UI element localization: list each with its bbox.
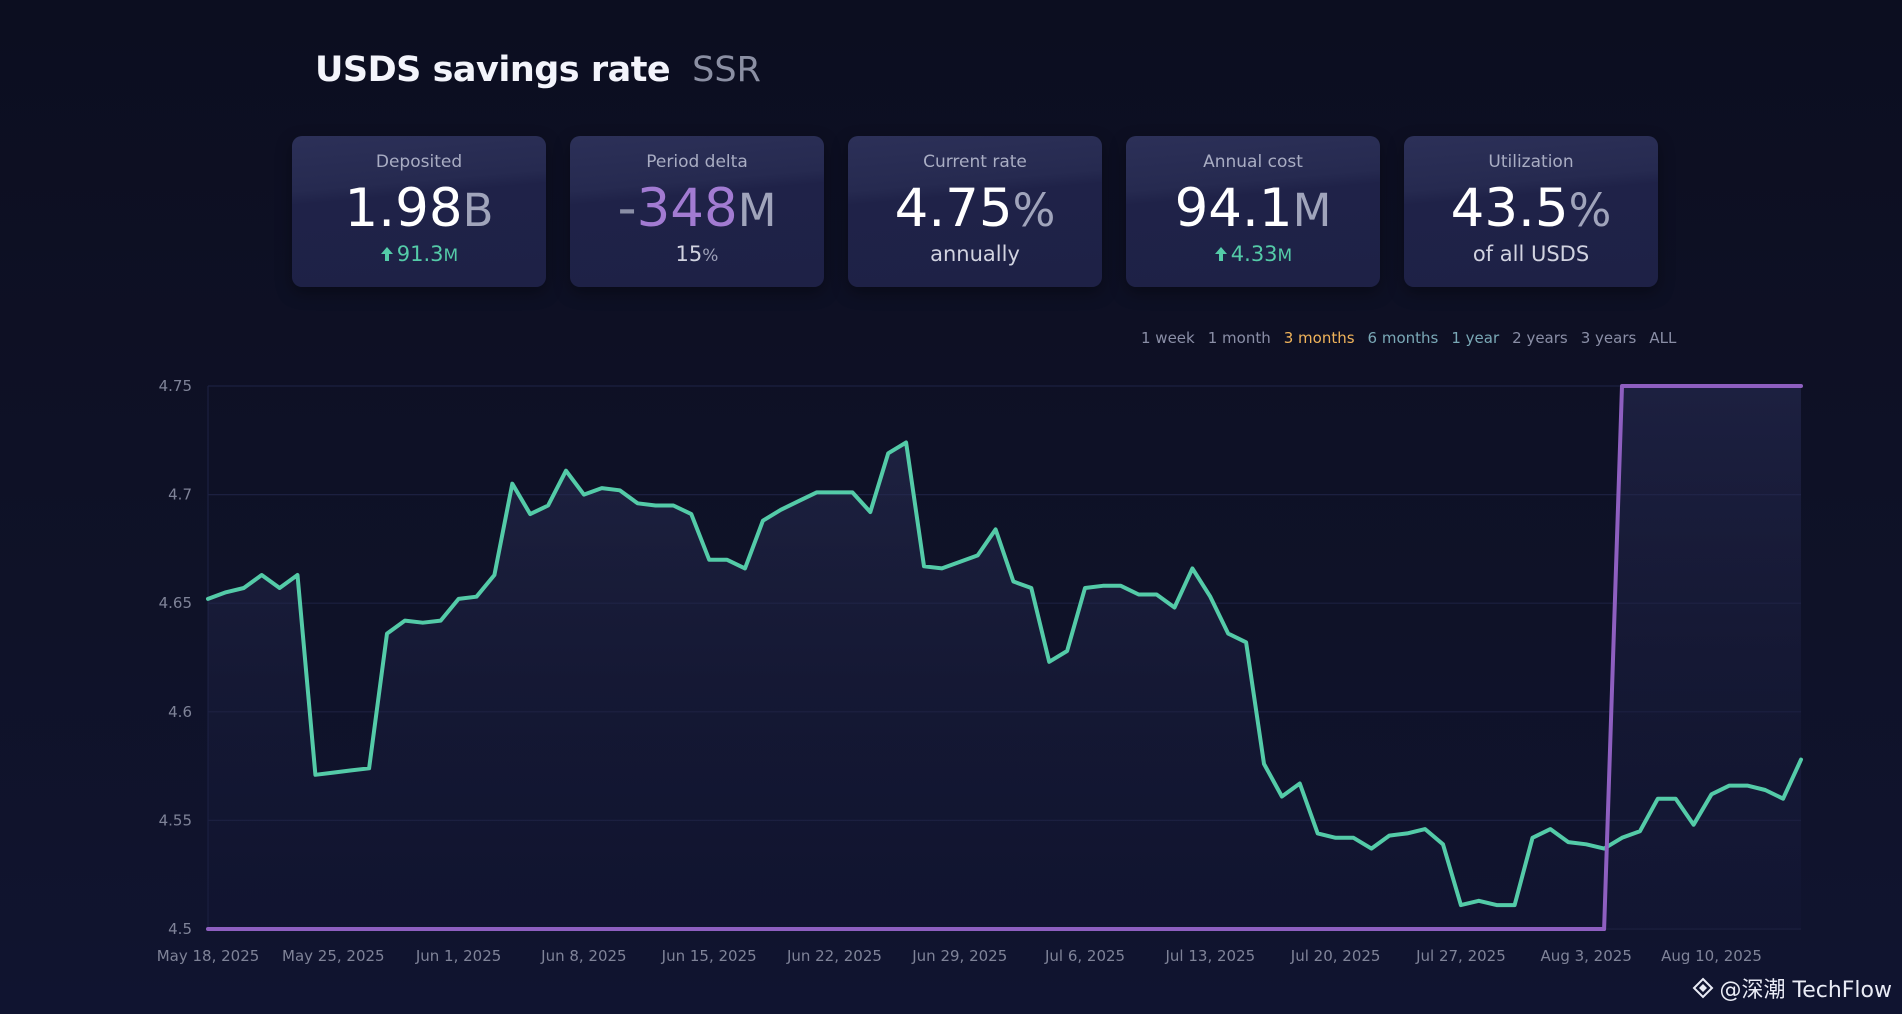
techflow-logo-icon: [1692, 977, 1713, 999]
chart-lines: [206, 384, 1803, 931]
range-1-year[interactable]: 1 year: [1451, 329, 1500, 347]
ssr-series-line: [206, 384, 1803, 931]
stat-value: 1.98B: [292, 180, 546, 240]
stat-caption: of all USDS: [1472, 242, 1590, 266]
range-2-years[interactable]: 2 years: [1512, 329, 1568, 347]
stat-unit: M: [737, 184, 777, 237]
stat-unit: %: [1012, 184, 1056, 237]
watermark-text: @深潮 TechFlow: [1719, 978, 1893, 1003]
x-tick-label: Jun 22, 2025: [786, 947, 882, 965]
y-axis-ticks: 4.75 4.7 4.65 4.6 4.55 4.5: [159, 377, 192, 938]
stat-change-value: 4.33: [1230, 242, 1278, 266]
stat-card-deposited: Deposited 1.98B 91.3M: [292, 136, 546, 287]
range-3-years[interactable]: 3 years: [1580, 329, 1637, 347]
x-tick-label: Jun 15, 2025: [661, 947, 757, 965]
x-tick-label: Aug 3, 2025: [1541, 947, 1632, 965]
x-tick-label: Aug 10, 2025: [1661, 947, 1762, 965]
stat-number: 94.1: [1174, 178, 1293, 239]
stat-change-value: 15: [675, 242, 703, 266]
stat-change-unit: %: [702, 246, 719, 266]
page-title: USDS savings rate: [315, 50, 671, 90]
y-tick-label: 4.5: [168, 920, 192, 938]
arrow-up-icon: [1214, 247, 1227, 261]
stat-sign: -: [617, 178, 637, 239]
x-tick-label: May 18, 2025: [157, 947, 260, 965]
stat-caption: annually: [930, 242, 1020, 266]
chart-areas: [208, 386, 1801, 929]
stat-label: Utilization: [1488, 152, 1574, 172]
y-tick-label: 4.6: [168, 703, 192, 721]
stat-change-unit: M: [443, 246, 459, 266]
stat-cards: Deposited 1.98B 91.3M Period delta -348M…: [292, 136, 1658, 287]
range-6-months[interactable]: 6 months: [1367, 329, 1439, 347]
stat-label: Current rate: [923, 152, 1027, 172]
rate-series-line: [206, 440, 1803, 908]
y-tick-label: 4.7: [168, 486, 192, 504]
stat-card-period-delta: Period delta -348M 15%: [570, 136, 824, 287]
series-area: [208, 442, 1801, 929]
range-3-months[interactable]: 3 months: [1283, 329, 1355, 347]
x-tick-label: Jun 1, 2025: [415, 947, 501, 965]
stat-number: 43.5: [1450, 178, 1569, 239]
stat-unit: B: [462, 184, 494, 237]
stat-change: 15%: [570, 242, 824, 266]
stat-unit: M: [1292, 184, 1332, 237]
stat-value: 94.1M: [1126, 180, 1380, 240]
page-title-row: USDS savings rate SSR: [315, 50, 761, 90]
stat-change: 91.3M: [292, 242, 546, 266]
x-tick-label: Jun 29, 2025: [911, 947, 1007, 965]
stat-label: Period delta: [646, 152, 748, 172]
stat-change-unit: M: [1277, 246, 1293, 266]
time-range-selector: 1 week 1 month 3 months 6 months 1 year …: [1141, 329, 1676, 347]
x-tick-label: Jul 20, 2025: [1290, 947, 1381, 965]
stat-value: -348M: [570, 180, 824, 240]
x-tick-label: Jul 13, 2025: [1165, 947, 1256, 965]
stat-label: Annual cost: [1203, 152, 1303, 172]
x-tick-label: Jun 8, 2025: [540, 947, 626, 965]
y-tick-label: 4.55: [159, 811, 192, 829]
stat-number: 4.75: [894, 178, 1013, 239]
stat-card-annual-cost: Annual cost 94.1M 4.33M: [1126, 136, 1380, 287]
x-tick-label: Jul 27, 2025: [1415, 947, 1506, 965]
stat-label: Deposited: [375, 152, 463, 172]
stat-unit: %: [1568, 184, 1612, 237]
stat-change: 4.33M: [1126, 242, 1380, 266]
stat-change-value: 91.3: [396, 242, 444, 266]
page-subtitle: SSR: [692, 50, 761, 90]
stat-number: 348: [636, 178, 738, 239]
series-area: [208, 386, 1801, 929]
stat-number: 1.98: [344, 178, 463, 239]
y-tick-label: 4.75: [159, 377, 192, 395]
y-tick-label: 4.65: [159, 594, 192, 612]
stat-card-current-rate: Current rate 4.75% annually: [848, 136, 1102, 287]
stat-value: 4.75%: [848, 180, 1102, 240]
arrow-up-icon: [380, 247, 393, 261]
watermark: @深潮 TechFlow: [1692, 972, 1893, 1004]
stat-card-utilization: Utilization 43.5% of all USDS: [1404, 136, 1658, 287]
x-tick-label: Jul 6, 2025: [1044, 947, 1125, 965]
range-1-week[interactable]: 1 week: [1141, 329, 1195, 347]
range-1-month[interactable]: 1 month: [1207, 329, 1271, 347]
x-tick-label: May 25, 2025: [282, 947, 385, 965]
range-all[interactable]: ALL: [1649, 329, 1677, 347]
x-axis-ticks: May 18, 2025 May 25, 2025 Jun 1, 2025 Jun 8…: [157, 947, 1762, 965]
stat-value: 43.5%: [1404, 180, 1658, 240]
